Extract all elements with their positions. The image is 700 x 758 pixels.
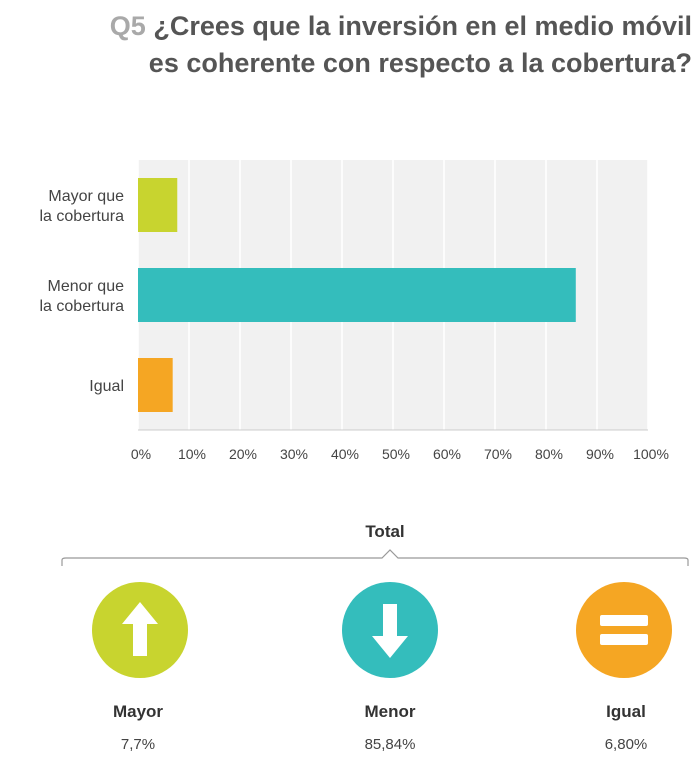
mayor-circle: [92, 582, 188, 678]
menor-label: Menor: [364, 702, 416, 721]
title-line-1: ¿Crees que la inversión en el medio móvi…: [153, 11, 692, 41]
x-tick-labels: 0% 10% 20% 30% 40% 50% 60% 70% 80% 90% 100%: [131, 446, 669, 462]
igual-value: 6,80%: [604, 736, 648, 753]
menor-circle: [342, 582, 438, 678]
igual-label: Igual: [606, 702, 646, 721]
x-tick-label: 70%: [484, 446, 512, 462]
bar-2: [138, 358, 173, 412]
x-tick-label: 40%: [331, 446, 359, 462]
category-label: Igual: [89, 378, 124, 395]
x-tick-label: 90%: [586, 446, 614, 462]
menor-value: 85,84%: [364, 736, 416, 753]
category-label: Menor que: [48, 278, 125, 295]
bar-1: [138, 268, 576, 322]
arrow-down-icon: [372, 604, 408, 658]
bars-group: [138, 178, 576, 412]
arrow-up-icon: [122, 602, 158, 656]
mayor-label: Mayor: [112, 702, 164, 721]
x-tick-label: 80%: [535, 446, 563, 462]
x-tick-label: 20%: [229, 446, 257, 462]
page-title: Q5 ¿Crees que la inversión en el medio m…: [60, 8, 692, 82]
bar-chart: Mayor que la cobertura Menor que la cobertu…: [40, 160, 669, 462]
category-label: la cobertura: [40, 208, 125, 225]
category-label: la cobertura: [40, 298, 125, 315]
x-tick-label: 60%: [433, 446, 461, 462]
x-tick-label: 30%: [280, 446, 308, 462]
total-heading: Total: [365, 522, 405, 541]
category-labels: Mayor que la cobertura Menor que la cobertu…: [40, 188, 125, 395]
total-bracket: [61, 549, 689, 566]
mayor-value: 7,7%: [120, 736, 156, 753]
x-tick-label: 50%: [382, 446, 410, 462]
title-line-2: es coherente con respecto a la cobertura…: [148, 48, 692, 78]
bar-0: [138, 178, 178, 232]
x-tick-label: 10%: [178, 446, 206, 462]
x-tick-label: 0%: [131, 446, 151, 462]
igual-circle: [576, 582, 672, 678]
x-tick-label: 100%: [633, 446, 669, 462]
question-number: Q5: [109, 11, 146, 41]
equals-icon: [600, 615, 648, 645]
category-label: Mayor que: [48, 188, 124, 205]
